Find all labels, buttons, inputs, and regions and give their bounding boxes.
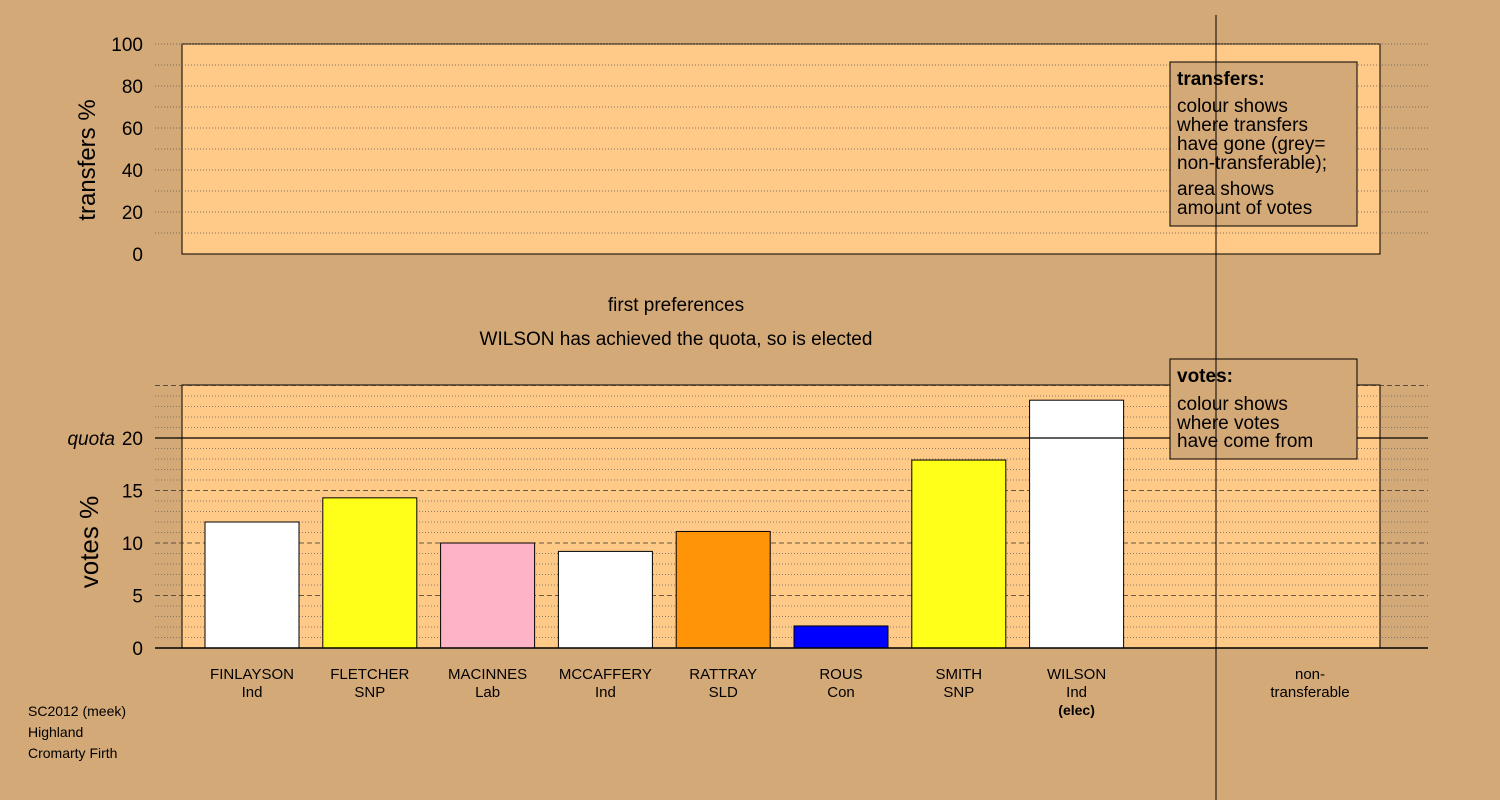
transfers-gridlines [155, 43, 1428, 234]
nontransferable-label: non- [1295, 666, 1325, 683]
bar-mccaffery [557, 550, 653, 649]
votes-gridlines [155, 385, 1428, 638]
candidate-status-label: (elec) [1058, 702, 1095, 718]
votes-legend: votes: colour shows where votes have com… [1169, 358, 1358, 460]
quota-label: quota [67, 429, 115, 450]
candidate-name-label: FINLAYSON [210, 666, 294, 683]
transfers-panel: 100 80 60 40 20 0 transfers % transfers:… [74, 35, 1428, 266]
transfers-y-axis-label: transfers % [74, 99, 101, 220]
transfers-ytick: 60 [122, 119, 143, 140]
outcome-caption: WILSON has achieved the quota, so is ele… [480, 329, 873, 350]
votes-ytick: 20 [122, 429, 143, 450]
transfers-legend-line: where transfers [1176, 115, 1308, 136]
election-label: SC2012 (meek) [28, 703, 126, 719]
candidate-party-label: Ind [1066, 684, 1087, 701]
votes-ytick: 15 [122, 482, 143, 503]
candidate-name-label: ROUS [819, 666, 862, 683]
votes-legend-line: have come from [1177, 431, 1313, 452]
transfers-legend-title: transfers: [1177, 69, 1265, 90]
candidate-party-label: Lab [475, 684, 500, 701]
candidate-party-label: Ind [595, 684, 616, 701]
candidate-name-label: MACINNES [448, 666, 527, 683]
votes-legend-box [1169, 358, 1358, 460]
transfers-legend: transfers: colour shows where transfers … [1169, 61, 1358, 227]
votes-y-ticks: 0 5 10 15 20 [122, 429, 143, 660]
ward-label: Cromarty Firth [28, 745, 117, 761]
candidate-name-label: FLETCHER [330, 666, 409, 683]
candidate-party-label: SLD [709, 684, 738, 701]
transfers-legend-line: non-transferable); [1177, 153, 1327, 174]
transfers-ytick: 0 [132, 245, 143, 266]
votes-legend-title: votes: [1177, 366, 1233, 387]
bar-fletcher [322, 497, 418, 649]
transfers-legend-line: have gone (grey= [1177, 134, 1325, 155]
bar-rattray [675, 530, 771, 649]
transfers-y-ticks: 100 80 60 40 20 0 [111, 35, 143, 266]
candidate-party-label: Ind [242, 684, 263, 701]
bar-smith [911, 459, 1007, 649]
transfers-ytick: 20 [122, 203, 143, 224]
council-label: Highland [28, 724, 83, 740]
transfers-ytick: 80 [122, 77, 143, 98]
votes-ytick: 10 [122, 534, 143, 555]
stage-caption: first preferences [608, 295, 744, 316]
transfers-ytick: 40 [122, 161, 143, 182]
candidate-party-label: Con [827, 684, 855, 701]
candidate-name-label: SMITH [935, 666, 982, 683]
transfers-legend-line: area shows [1177, 179, 1274, 200]
candidate-name-label: WILSON [1047, 666, 1106, 683]
x-axis-labels: FINLAYSONIndFLETCHERSNPMACINNESLabMCCAFF… [210, 666, 1106, 718]
votes-ytick: 5 [132, 587, 143, 608]
bar-wilson [1029, 399, 1125, 649]
bar-rous [793, 625, 889, 649]
votes-y-axis-label: votes % [74, 496, 104, 589]
bar-finlayson [204, 521, 300, 649]
candidate-party-label: SNP [354, 684, 385, 701]
candidate-party-label: SNP [943, 684, 974, 701]
votes-ytick: 0 [132, 639, 143, 660]
transfers-legend-box [1169, 61, 1358, 227]
votes-legend-line: where votes [1176, 413, 1279, 434]
transfers-ytick: 100 [111, 35, 143, 56]
bars [204, 399, 1125, 649]
transfers-legend-line: colour shows [1177, 96, 1288, 117]
candidate-name-label: RATTRAY [689, 666, 757, 683]
transfers-legend-line: amount of votes [1177, 198, 1312, 219]
nontransferable-label: transferable [1270, 684, 1349, 701]
candidate-name-label: MCCAFFERY [559, 666, 652, 683]
votes-legend-line: colour shows [1177, 394, 1288, 415]
bar-macinnes [440, 542, 536, 649]
